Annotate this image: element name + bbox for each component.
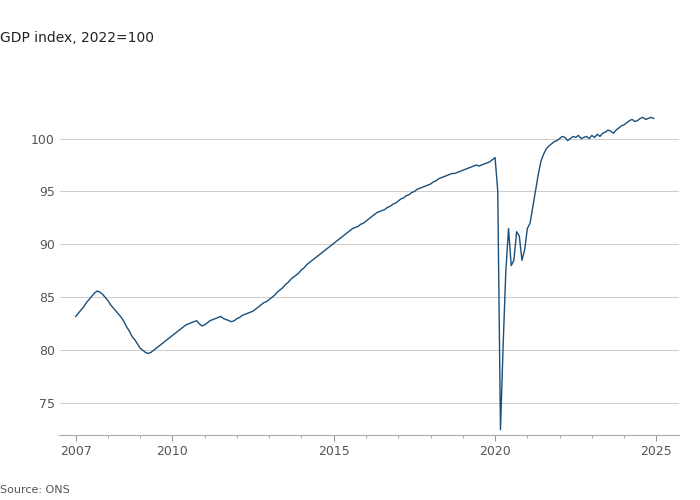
Text: GDP index, 2022=100: GDP index, 2022=100 [0,31,154,45]
Text: Source: ONS: Source: ONS [0,485,70,495]
